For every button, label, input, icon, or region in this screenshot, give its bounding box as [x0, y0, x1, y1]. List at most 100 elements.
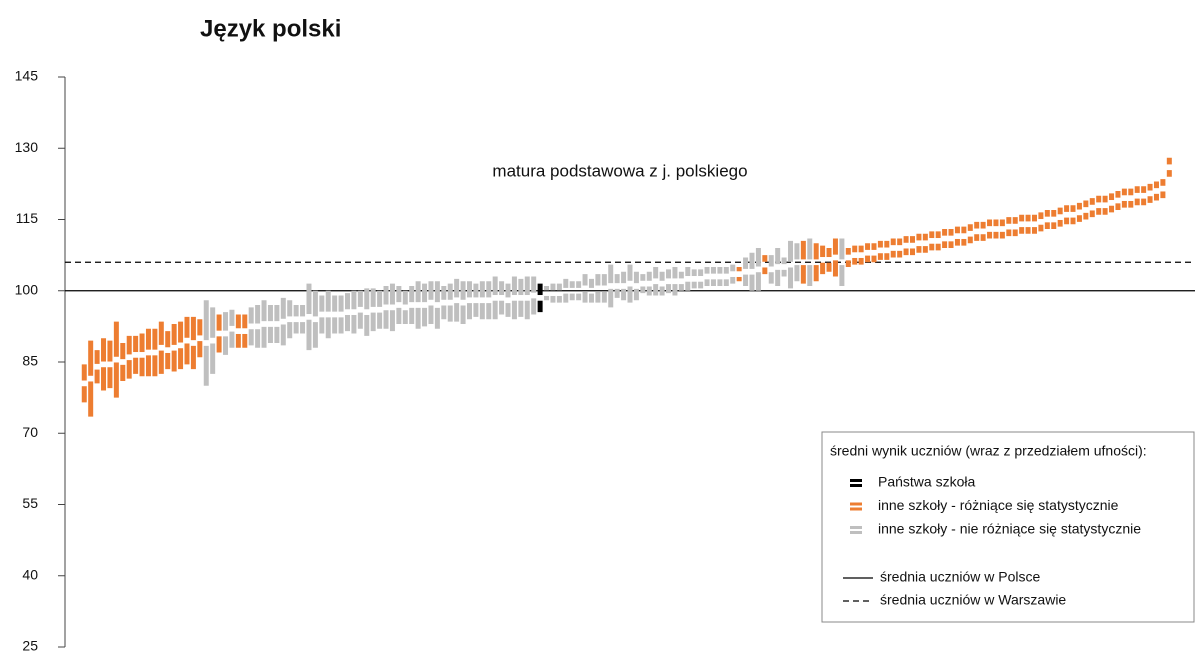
interval-lower [107, 367, 113, 389]
interval-upper [685, 267, 691, 277]
y-tick-label: 115 [16, 210, 39, 226]
interval-upper [691, 269, 697, 277]
interval-lower [145, 355, 151, 377]
legend-swatch [850, 502, 862, 506]
interval-lower [255, 329, 261, 348]
interval-upper [338, 295, 344, 312]
interval-upper [216, 314, 222, 331]
interval-upper [659, 271, 665, 281]
interval-upper [987, 219, 993, 227]
interval-upper [865, 243, 871, 250]
interval-upper [640, 274, 646, 281]
interval-upper [775, 248, 781, 265]
legend-label: inne szkoły - nie różniące się statystyc… [878, 521, 1141, 537]
interval-upper [929, 231, 935, 239]
interval-upper [621, 271, 627, 284]
interval-upper [588, 278, 594, 288]
legend-label: średnia uczniów w Warszawie [880, 592, 1066, 608]
interval-lower [190, 345, 196, 370]
interval-lower [505, 303, 511, 317]
interval-lower [659, 286, 665, 296]
interval-lower [967, 236, 973, 244]
interval-upper [717, 267, 723, 274]
interval-upper [743, 257, 749, 269]
interval-upper [723, 267, 729, 274]
interval-upper [704, 267, 710, 274]
interval-upper [145, 328, 151, 350]
interval-upper [910, 236, 915, 243]
interval-lower [197, 341, 203, 358]
interval-lower [345, 314, 350, 332]
interval-lower [158, 350, 164, 374]
interval-lower [569, 293, 575, 301]
interval-upper [916, 233, 922, 241]
interval-upper [235, 314, 241, 329]
legend-label: Państwa szkoła [878, 474, 975, 490]
interval-upper [999, 219, 1005, 227]
interval-lower [640, 286, 646, 294]
interval-upper [852, 245, 858, 253]
interval-lower [871, 255, 877, 263]
interval-lower [788, 267, 794, 289]
interval-upper [422, 283, 428, 303]
interval-upper [1057, 207, 1063, 215]
interval-lower [325, 317, 331, 339]
interval-lower [152, 355, 158, 377]
interval-upper [877, 240, 883, 248]
interval-lower [627, 286, 633, 303]
interval-lower [229, 331, 235, 348]
interval-lower [608, 288, 614, 308]
interval-lower [999, 231, 1005, 239]
interval-lower [678, 284, 684, 291]
interval-upper [871, 243, 877, 250]
interval-lower [910, 248, 915, 256]
interval-lower [499, 300, 505, 315]
interval-upper [81, 364, 87, 381]
interval-upper [158, 321, 164, 345]
interval-upper [974, 221, 980, 229]
interval-upper [255, 305, 261, 324]
interval-upper [1006, 217, 1012, 224]
interval-upper [389, 283, 395, 305]
interval-upper [595, 274, 601, 286]
interval-upper [107, 340, 113, 362]
interval-upper [839, 238, 845, 260]
interval-upper [1128, 188, 1134, 196]
interval-lower [845, 260, 851, 267]
interval-upper [518, 278, 524, 296]
interval-upper [1038, 212, 1044, 220]
interval-lower [267, 326, 273, 343]
interval-upper [325, 290, 331, 312]
interval-upper [884, 240, 890, 248]
interval-lower [415, 307, 421, 329]
interval-lower [717, 279, 723, 286]
interval-lower [704, 279, 710, 286]
interval-upper [473, 283, 479, 298]
legend-swatch [850, 526, 862, 529]
interval-lower [1076, 215, 1082, 222]
interval-lower [698, 281, 704, 289]
interval-lower [749, 274, 755, 291]
interval-lower [364, 314, 370, 336]
interval-lower [351, 314, 357, 334]
interval-lower [633, 288, 639, 301]
interval-upper [460, 281, 466, 300]
interval-lower [903, 248, 909, 256]
interval-upper [1051, 210, 1057, 217]
interval-lower [1089, 210, 1095, 218]
interval-lower [730, 276, 736, 284]
legend-box [821, 431, 1195, 623]
interval-upper [730, 264, 736, 272]
interval-upper [1153, 181, 1159, 189]
interval-upper [550, 283, 556, 291]
interval-upper [377, 290, 383, 307]
interval-lower [389, 310, 395, 332]
interval-upper [332, 295, 338, 312]
interval-upper [582, 274, 588, 286]
interval-upper [653, 267, 659, 279]
interval-lower [287, 322, 293, 339]
interval-upper [845, 248, 851, 255]
interval-lower [832, 260, 838, 277]
interval-upper [479, 281, 485, 298]
